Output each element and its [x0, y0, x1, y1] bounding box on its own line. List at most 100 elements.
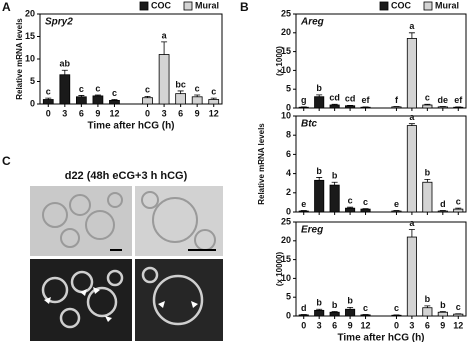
y-tick-label: 5 — [286, 84, 291, 94]
significance-letter: c — [95, 83, 100, 93]
y-tick-label: 4 — [286, 168, 291, 178]
x-tick-label: 6 — [79, 108, 84, 118]
plot-frame — [295, 115, 467, 213]
bar — [406, 38, 417, 109]
x-tick-label: 0 — [394, 320, 399, 330]
bar — [453, 208, 464, 213]
x-tick-label: 6 — [178, 108, 183, 118]
y-axis-label: Relative mRNA levels — [15, 18, 24, 100]
x-tick-label: 6 — [425, 320, 430, 330]
chart-title: Areg — [300, 17, 324, 28]
error-bar — [94, 94, 101, 96]
significance-letter: c — [456, 302, 461, 312]
x-tick-label: 9 — [440, 320, 445, 330]
x-tick-label: 12 — [453, 320, 463, 330]
legend-label: COC — [151, 0, 172, 10]
bar — [360, 208, 371, 213]
significance-letter: c — [348, 196, 353, 206]
bar — [208, 99, 220, 105]
panel-letter: B — [240, 0, 249, 14]
significance-letter: d — [440, 199, 446, 209]
y-axis-label: (x 1000) — [275, 46, 284, 76]
bar — [59, 74, 71, 105]
significance-letter: b — [347, 296, 353, 306]
chart-title: Btc — [301, 119, 318, 130]
bar — [314, 96, 325, 109]
bar — [422, 181, 433, 213]
significance-letter: c — [211, 87, 216, 97]
error-bar — [455, 207, 462, 210]
error-bar — [331, 181, 338, 186]
significance-letter: c — [363, 197, 368, 207]
error-bar — [408, 123, 415, 126]
bar — [158, 54, 170, 105]
x-tick-label: 3 — [162, 108, 167, 118]
y-tick-label: 10 — [281, 273, 291, 283]
bar — [360, 106, 371, 109]
y-tick-label: 2 — [286, 187, 291, 197]
significance-letter: ef — [454, 95, 463, 105]
bar — [175, 93, 187, 105]
significance-letter: c — [456, 197, 461, 207]
x-tick-label: 3 — [317, 320, 322, 330]
significance-letter: e — [394, 199, 399, 209]
y-tick-label: 5 — [30, 76, 35, 86]
error-bar — [424, 305, 431, 308]
bar — [360, 314, 371, 317]
error-bar — [331, 311, 338, 313]
significance-letter: b — [316, 298, 322, 308]
error-bar — [424, 178, 431, 183]
bar — [92, 95, 104, 105]
significance-letter: b — [425, 294, 431, 304]
error-bar — [144, 95, 151, 98]
y-tick-label: 20 — [281, 27, 291, 37]
bar — [42, 99, 54, 105]
significance-letter: bc — [175, 79, 186, 89]
y-tick-label: 15 — [281, 254, 291, 264]
legend-label: Mural — [195, 0, 219, 10]
error-bar — [439, 311, 446, 313]
significance-letter: ab — [60, 59, 71, 69]
bar — [298, 210, 309, 213]
y-tick-label: 10 — [281, 65, 291, 75]
bar — [391, 106, 402, 109]
bar — [391, 314, 402, 317]
error-bar — [111, 99, 118, 101]
significance-letter: b — [332, 171, 338, 181]
error-bar — [45, 97, 52, 100]
micrographs — [30, 186, 223, 341]
y-tick-label: 10 — [281, 110, 291, 120]
bar — [329, 184, 340, 213]
significance-letter: c — [425, 93, 430, 103]
panel-letter: C — [2, 154, 11, 168]
y-tick-label: 15 — [281, 46, 291, 56]
error-bar — [316, 94, 323, 97]
x-tick-label: 12 — [209, 108, 219, 118]
y-tick-label: 25 — [281, 216, 291, 226]
y-tick-label: 0 — [286, 310, 291, 320]
bar — [142, 97, 153, 105]
significance-letter: c — [394, 303, 399, 313]
x-tick-label: 3 — [62, 108, 67, 118]
significance-letter: c — [195, 83, 200, 93]
plot-frame — [295, 13, 467, 109]
y-tick-label: 10 — [25, 53, 35, 63]
y-tick-label: 25 — [281, 8, 291, 18]
significance-letter: ef — [362, 95, 371, 105]
y-tick-label: 0 — [286, 206, 291, 216]
bar — [437, 106, 448, 109]
x-tick-label: 6 — [332, 320, 337, 330]
significance-letter: b — [440, 300, 446, 310]
error-bar — [408, 229, 415, 238]
significance-letter: c — [363, 303, 368, 313]
error-bar — [194, 94, 201, 97]
significance-letter: g — [301, 95, 307, 105]
error-bar — [347, 206, 354, 209]
y-tick-label: 8 — [286, 130, 291, 140]
bar — [406, 236, 417, 317]
bar — [406, 125, 417, 213]
legend-label: COC — [391, 0, 412, 10]
bar — [422, 104, 433, 109]
y-tick-label: 20 — [281, 235, 291, 245]
bar — [314, 179, 325, 213]
